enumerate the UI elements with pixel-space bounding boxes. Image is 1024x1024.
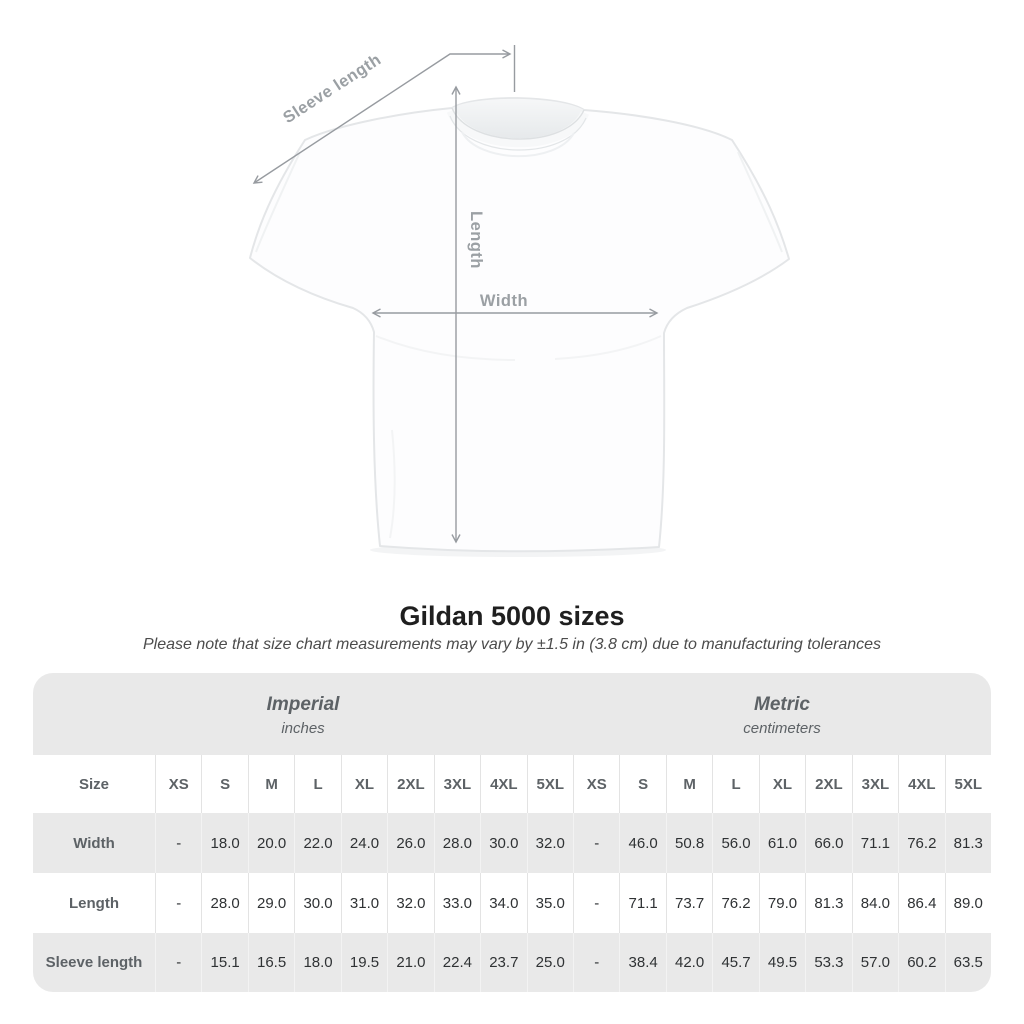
size-header-metric: 5XL	[944, 755, 991, 813]
tshirt-measurement-diagram: Sleeve length Length Width	[249, 45, 790, 557]
measure-cell-imperial: 32.0	[387, 873, 434, 933]
size-header-metric: 4XL	[898, 755, 945, 813]
size-header-metric: M	[665, 755, 713, 813]
row-label: Length	[33, 873, 155, 933]
sleeve-length-arrow	[252, 49, 512, 184]
size-header-metric: S	[619, 755, 666, 813]
measure-cell-imperial: 35.0	[526, 873, 573, 933]
measure-cell-imperial: 23.7	[480, 933, 527, 992]
size-header-imperial: S	[201, 755, 248, 813]
measure-cell-metric: 63.5	[944, 933, 991, 992]
measure-cell-metric: -	[572, 873, 620, 933]
size-header-imperial: XS	[155, 755, 202, 813]
measure-cell-metric: 73.7	[665, 873, 713, 933]
measure-cell-imperial: 20.0	[247, 813, 295, 873]
measure-cell-imperial: 22.4	[433, 933, 481, 992]
imperial-unit-label: inches	[281, 719, 325, 737]
measure-cell-imperial: 19.5	[340, 933, 388, 992]
size-header-imperial: XL	[340, 755, 388, 813]
measure-cell-imperial: -	[155, 873, 202, 933]
size-header-imperial: L	[294, 755, 341, 813]
measure-cell-metric: 38.4	[619, 933, 666, 992]
measure-cell-metric: 71.1	[851, 813, 899, 873]
measure-cell-metric: 81.3	[805, 873, 852, 933]
size-header-imperial: 4XL	[480, 755, 527, 813]
measure-cell-imperial: -	[155, 933, 202, 992]
measure-cell-metric: 45.7	[712, 933, 759, 992]
measure-cell-imperial: 28.0	[433, 813, 481, 873]
size-chart-table: Imperial inches Metric centimeters Size X…	[33, 673, 991, 992]
measure-cell-imperial: 22.0	[294, 813, 341, 873]
measure-cell-imperial: 16.5	[247, 933, 295, 992]
tolerance-note: Please note that size chart measurements…	[142, 636, 882, 653]
size-header-imperial: 3XL	[433, 755, 481, 813]
measure-cell-metric: 56.0	[712, 813, 759, 873]
measure-cell-imperial: -	[155, 813, 202, 873]
measure-cell-imperial: 25.0	[526, 933, 573, 992]
measure-cell-metric: 49.5	[758, 933, 806, 992]
measure-cell-metric: 60.2	[898, 933, 945, 992]
row-label: Width	[33, 813, 155, 873]
measure-cell-metric: 89.0	[944, 873, 991, 933]
measure-cell-metric: 50.8	[665, 813, 713, 873]
measure-cell-metric: 76.2	[898, 813, 945, 873]
row-label: Sleeve length	[33, 933, 155, 992]
imperial-header: Imperial inches	[33, 673, 573, 755]
metric-label: Metric	[754, 693, 810, 715]
width-label: Width	[480, 292, 528, 310]
page-title: Gildan 5000 sizes	[399, 601, 625, 631]
imperial-label: Imperial	[266, 693, 340, 715]
measurement-arrows	[252, 45, 659, 544]
size-header-metric: 3XL	[851, 755, 899, 813]
metric-header: Metric centimeters	[573, 673, 991, 755]
measure-cell-metric: 61.0	[758, 813, 806, 873]
length-label: Length	[467, 211, 485, 269]
measure-cell-metric: 66.0	[805, 813, 852, 873]
size-header-imperial: 5XL	[526, 755, 573, 813]
measure-cell-metric: 79.0	[758, 873, 806, 933]
measure-cell-metric: 57.0	[851, 933, 899, 992]
size-chart-grid: Size XS S M L XL 2XL 3XL 4XL 5XL XS S M L XL 2XL 3XL 4XL 5…	[33, 755, 991, 992]
measure-cell-imperial: 31.0	[340, 873, 388, 933]
measure-cell-imperial: 18.0	[294, 933, 341, 992]
measure-cell-imperial: 26.0	[387, 813, 434, 873]
measure-cell-imperial: 21.0	[387, 933, 434, 992]
measure-cell-metric: 46.0	[619, 813, 666, 873]
measure-cell-imperial: 28.0	[201, 873, 248, 933]
size-header-imperial: M	[247, 755, 295, 813]
size-column-header: Size	[33, 755, 155, 813]
sleeve-length-label: Sleeve length	[280, 51, 384, 128]
size-header-metric: XL	[758, 755, 806, 813]
size-header-imperial: 2XL	[387, 755, 434, 813]
measure-cell-metric: 53.3	[805, 933, 852, 992]
measure-cell-imperial: 30.0	[294, 873, 341, 933]
measure-cell-metric: -	[572, 813, 620, 873]
measure-cell-imperial: 30.0	[480, 813, 527, 873]
measure-cell-metric: 86.4	[898, 873, 945, 933]
measure-cell-metric: 84.0	[851, 873, 899, 933]
unit-header-band: Imperial inches Metric centimeters	[33, 673, 991, 755]
measure-cell-metric: 76.2	[712, 873, 759, 933]
measure-cell-imperial: 15.1	[201, 933, 248, 992]
measure-cell-imperial: 33.0	[433, 873, 481, 933]
measure-cell-metric: -	[572, 933, 620, 992]
measure-cell-metric: 42.0	[665, 933, 713, 992]
measure-cell-metric: 81.3	[944, 813, 991, 873]
measure-cell-imperial: 32.0	[526, 813, 573, 873]
measure-cell-imperial: 29.0	[247, 873, 295, 933]
measure-cell-metric: 71.1	[619, 873, 666, 933]
size-header-metric: XS	[572, 755, 620, 813]
size-header-metric: L	[712, 755, 759, 813]
metric-unit-label: centimeters	[743, 719, 821, 737]
measure-cell-imperial: 24.0	[340, 813, 388, 873]
size-header-metric: 2XL	[805, 755, 852, 813]
measure-cell-imperial: 34.0	[480, 873, 527, 933]
measure-cell-imperial: 18.0	[201, 813, 248, 873]
tshirt-illustration	[249, 97, 790, 553]
